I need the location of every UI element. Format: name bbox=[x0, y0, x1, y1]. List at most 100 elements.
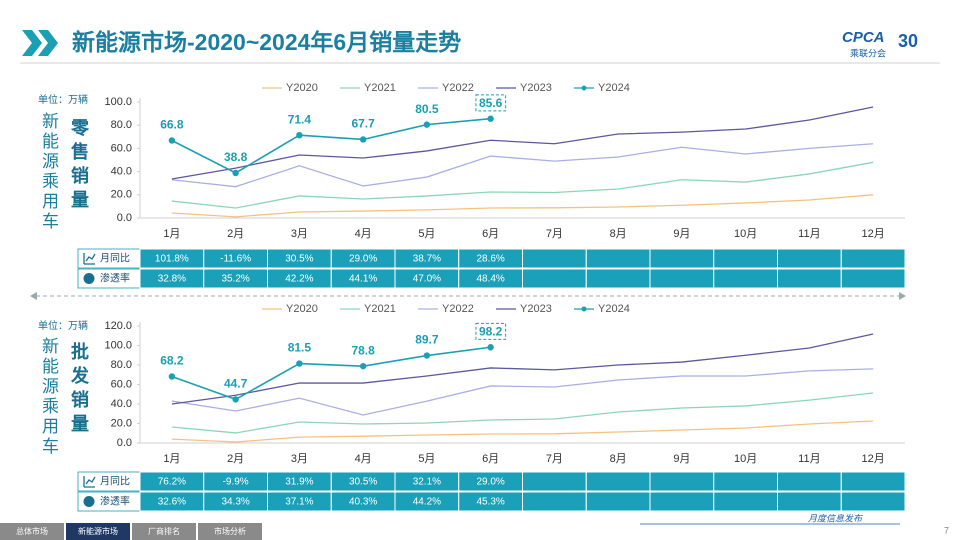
data-label: 44.7 bbox=[224, 377, 248, 391]
table-value: -9.9% bbox=[223, 477, 249, 488]
table-value: 31.9% bbox=[285, 477, 313, 488]
data-label: 66.8 bbox=[160, 118, 184, 132]
point bbox=[168, 137, 176, 144]
table-value: 30.5% bbox=[349, 477, 377, 488]
chart-title: 批发销量 bbox=[69, 342, 89, 438]
table-cell bbox=[585, 268, 651, 289]
legend-label: Y2024 bbox=[598, 82, 630, 94]
data-label: 78.8 bbox=[351, 343, 375, 357]
table-value: 29.0% bbox=[349, 254, 377, 265]
series-line bbox=[171, 346, 491, 401]
table-cell bbox=[585, 248, 651, 269]
table-cell bbox=[649, 491, 715, 512]
x-tick-label: 7月 bbox=[546, 228, 563, 240]
table-cell bbox=[777, 248, 842, 269]
x-tick-label: 2月 bbox=[227, 228, 244, 240]
data-label: 85.6 bbox=[479, 96, 503, 110]
table-cell bbox=[777, 491, 842, 512]
series-line bbox=[171, 194, 874, 218]
data-label: 81.5 bbox=[288, 341, 312, 355]
x-tick-label: 6月 bbox=[482, 453, 499, 465]
table-value: 32.1% bbox=[413, 477, 441, 488]
x-tick-label: 2月 bbox=[227, 453, 244, 465]
table-value: 40.3% bbox=[349, 497, 377, 508]
x-tick-label: 9月 bbox=[673, 228, 690, 240]
unit-label: 单位：万辆 bbox=[38, 321, 88, 332]
data-label: 71.4 bbox=[288, 112, 312, 126]
row-label: 渗透率 bbox=[100, 272, 130, 285]
table-value: 101.8% bbox=[155, 254, 189, 265]
point bbox=[168, 373, 176, 380]
x-tick-label: 8月 bbox=[610, 453, 627, 465]
row-icon bbox=[83, 273, 95, 284]
table-value: 34.3% bbox=[221, 497, 249, 508]
table-value: 48.4% bbox=[476, 274, 504, 285]
table-value: 44.1% bbox=[349, 274, 377, 285]
table-cell bbox=[522, 248, 587, 269]
y-tick-label: 20.0 bbox=[111, 417, 132, 429]
footer-note: 月度信息发布 bbox=[808, 513, 864, 523]
x-tick-label: 12月 bbox=[862, 453, 885, 465]
x-tick-label: 8月 bbox=[610, 228, 627, 240]
y-tick-label: 20.0 bbox=[111, 189, 132, 201]
legend-marker bbox=[581, 306, 587, 312]
table-value: 29.0% bbox=[476, 477, 504, 488]
row-label: 月同比 bbox=[100, 476, 130, 488]
point bbox=[487, 344, 494, 351]
x-tick-label: 12月 bbox=[862, 228, 885, 240]
point bbox=[423, 121, 431, 128]
point bbox=[232, 169, 239, 177]
table-cell bbox=[713, 491, 778, 512]
row-label: 月同比 bbox=[100, 253, 130, 265]
row-icon bbox=[83, 253, 96, 265]
footer-tab: 市场分析 bbox=[198, 523, 262, 540]
x-tick-label: 11月 bbox=[798, 228, 820, 240]
point bbox=[423, 352, 431, 359]
data-label: 89.7 bbox=[415, 333, 439, 347]
point bbox=[296, 131, 303, 139]
table-value: 35.2% bbox=[221, 274, 249, 285]
table-cell bbox=[840, 471, 906, 492]
x-tick-label: 3月 bbox=[291, 228, 308, 240]
point bbox=[359, 362, 367, 370]
table-value: 28.6% bbox=[476, 254, 504, 265]
data-label: 67.7 bbox=[351, 117, 375, 131]
y-tick-label: 80.0 bbox=[111, 359, 132, 371]
legend-label: Y2024 bbox=[598, 303, 630, 315]
series-line bbox=[171, 333, 874, 405]
data-label: 68.2 bbox=[160, 354, 184, 368]
table-cell bbox=[777, 471, 842, 492]
side-label: 新能源乘用车 bbox=[39, 337, 58, 457]
x-tick-label: 10月 bbox=[734, 228, 757, 240]
y-tick-label: 120.0 bbox=[104, 320, 132, 332]
x-tick-label: 5月 bbox=[418, 228, 435, 240]
divider-arrow bbox=[30, 292, 37, 300]
label-box bbox=[475, 322, 507, 340]
table-value: 32.6% bbox=[158, 497, 186, 508]
series-line bbox=[171, 392, 874, 434]
table-value: -11.6% bbox=[220, 254, 251, 265]
footer-tab: 总体市场 bbox=[0, 523, 64, 540]
point bbox=[296, 360, 303, 367]
data-label: 80.5 bbox=[415, 102, 439, 116]
logo: CPCA bbox=[842, 29, 885, 46]
table-value: 38.7% bbox=[413, 254, 441, 265]
y-tick-label: 100.0 bbox=[104, 339, 132, 351]
x-tick-label: 7月 bbox=[546, 453, 563, 465]
y-tick-label: 0.0 bbox=[117, 437, 132, 449]
x-tick-label: 4月 bbox=[355, 453, 372, 465]
series-line bbox=[171, 161, 874, 209]
x-tick-label: 10月 bbox=[734, 453, 757, 465]
x-tick-label: 3月 bbox=[291, 453, 308, 465]
side-label: 新能源乘用车 bbox=[39, 112, 58, 232]
table-cell bbox=[522, 471, 587, 492]
table-value: 37.1% bbox=[285, 497, 313, 508]
x-tick-label: 1月 bbox=[163, 228, 180, 240]
chart-title: 零售销量 bbox=[69, 118, 89, 214]
x-tick-label: 1月 bbox=[163, 453, 180, 465]
label-box bbox=[475, 94, 507, 112]
footer-tab: 新能源市场 bbox=[66, 523, 130, 540]
table-cell bbox=[585, 471, 651, 492]
table-cell bbox=[777, 268, 842, 289]
